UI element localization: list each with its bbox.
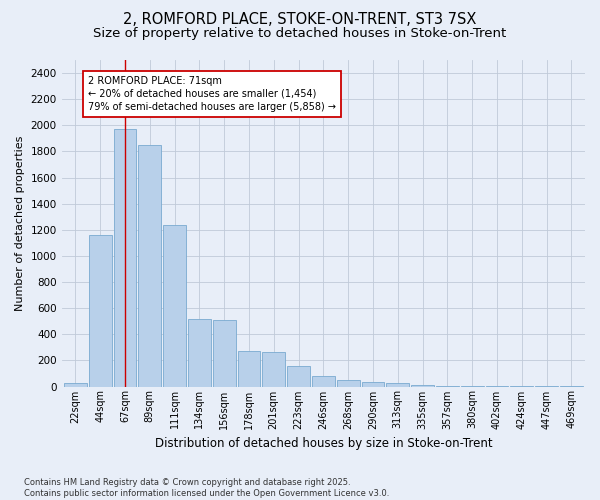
- Bar: [337, 380, 359, 386]
- Text: 2 ROMFORD PLACE: 71sqm
← 20% of detached houses are smaller (1,454)
79% of semi-: 2 ROMFORD PLACE: 71sqm ← 20% of detached…: [88, 76, 336, 112]
- Bar: [287, 366, 310, 386]
- Bar: [163, 224, 186, 386]
- Bar: [262, 352, 285, 386]
- Bar: [188, 318, 211, 386]
- Bar: [362, 382, 385, 386]
- Text: Contains HM Land Registry data © Crown copyright and database right 2025.
Contai: Contains HM Land Registry data © Crown c…: [24, 478, 389, 498]
- Text: 2, ROMFORD PLACE, STOKE-ON-TRENT, ST3 7SX: 2, ROMFORD PLACE, STOKE-ON-TRENT, ST3 7S…: [124, 12, 476, 28]
- Bar: [238, 350, 260, 386]
- Bar: [64, 383, 87, 386]
- Bar: [411, 384, 434, 386]
- Y-axis label: Number of detached properties: Number of detached properties: [15, 136, 25, 311]
- Bar: [312, 376, 335, 386]
- X-axis label: Distribution of detached houses by size in Stoke-on-Trent: Distribution of detached houses by size …: [155, 437, 492, 450]
- Bar: [213, 320, 236, 386]
- Bar: [386, 382, 409, 386]
- Bar: [113, 129, 136, 386]
- Bar: [139, 145, 161, 386]
- Bar: [89, 235, 112, 386]
- Text: Size of property relative to detached houses in Stoke-on-Trent: Size of property relative to detached ho…: [94, 28, 506, 40]
